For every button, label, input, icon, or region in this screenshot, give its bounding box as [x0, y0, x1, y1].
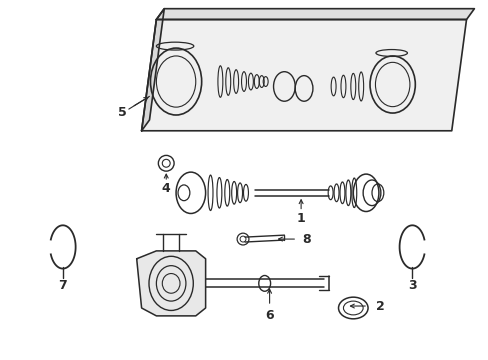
Text: 1: 1 [296, 212, 305, 225]
Text: 3: 3 [407, 279, 416, 292]
Polygon shape [142, 9, 164, 131]
Text: 2: 2 [375, 300, 384, 312]
Text: 5: 5 [117, 105, 126, 118]
Polygon shape [156, 9, 473, 19]
Text: 8: 8 [302, 233, 311, 246]
Text: 6: 6 [265, 309, 273, 322]
Text: 7: 7 [59, 279, 67, 292]
Text: 4: 4 [162, 183, 170, 195]
Polygon shape [142, 19, 466, 131]
Polygon shape [137, 251, 205, 316]
